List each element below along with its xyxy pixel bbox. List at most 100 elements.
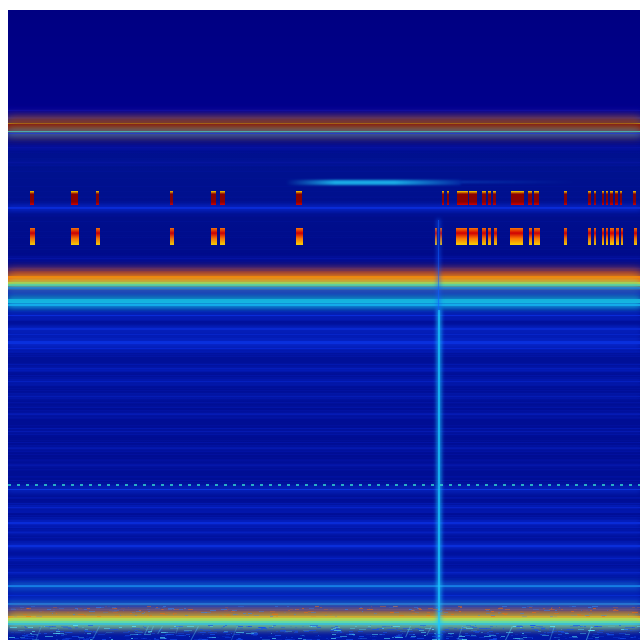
bottom-band-speck: [243, 612, 246, 614]
cyan-streak-head: [286, 180, 461, 185]
texture-speck: [184, 630, 193, 632]
texture-speck: [123, 632, 129, 634]
texture-speck: [166, 633, 174, 635]
bottom-band-speck: [561, 609, 564, 610]
texture-speck: [493, 636, 497, 638]
texture-speck: [520, 634, 527, 636]
texture-speck: [445, 638, 449, 640]
block-row-top-cell: [602, 191, 604, 205]
block-row-top-cell: [296, 191, 302, 205]
bottom-band-speck: [111, 606, 117, 608]
bottom-band-speck: [228, 614, 231, 616]
texture-speck: [596, 626, 598, 628]
texture-speck: [583, 626, 586, 628]
striation-line: [8, 355, 640, 357]
texture-speck: [10, 631, 15, 633]
striation-line: [8, 450, 640, 452]
texture-speck: [422, 625, 424, 627]
bottom-band-speck: [86, 608, 90, 609]
texture-speck: [561, 632, 568, 633]
bottom-band-speck: [163, 607, 167, 609]
band-blue-line-p: [8, 465, 640, 466]
striation-line-upper: [8, 221, 640, 223]
texture-speck: [624, 633, 630, 635]
bottom-band-speck: [632, 611, 638, 613]
striation-line: [8, 351, 640, 353]
bottom-band-speck: [146, 606, 152, 608]
texture-speck: [183, 631, 190, 633]
bottom-band-speck: [294, 613, 297, 615]
texture-speck: [580, 625, 583, 627]
texture-speck: [541, 633, 546, 635]
band-cyan-band-major: [8, 299, 640, 303]
striation-line-upper: [8, 196, 640, 198]
texture-speck: [87, 633, 92, 635]
bottom-band-speck: [418, 614, 424, 616]
heatmap-plot-area[interactable]: [8, 10, 640, 640]
block-row-top-cell: [493, 191, 496, 205]
block-row-top-cell: [528, 191, 532, 205]
texture-speck: [431, 629, 435, 631]
texture-speck: [317, 634, 319, 636]
block-row-bottom-cell: [170, 228, 174, 245]
bottom-band-speck: [286, 606, 290, 608]
bottom-band-speck: [230, 610, 235, 612]
bottom-band-speck: [590, 609, 593, 611]
striation-line: [8, 556, 640, 558]
texture-speck: [383, 631, 387, 633]
texture-speck: [348, 633, 354, 635]
texture-speck: [335, 633, 341, 635]
texture-speck: [71, 636, 80, 638]
texture-speck: [199, 638, 203, 640]
block-row-bottom-cell: [564, 228, 567, 245]
texture-speck: [396, 627, 399, 629]
texture-speck: [221, 636, 230, 638]
striation-line: [8, 363, 640, 365]
band-blue-line-u: [8, 558, 640, 559]
texture-speck: [401, 633, 403, 635]
texture-speck: [435, 636, 440, 638]
bottom-band-speck: [416, 608, 420, 610]
striation-line: [8, 327, 640, 329]
bottom-band-speck: [167, 609, 173, 611]
texture-speck: [240, 628, 243, 629]
texture-speck: [255, 629, 264, 630]
texture-speck: [391, 637, 395, 639]
bottom-band-speck: [577, 614, 580, 616]
striation-line-upper: [8, 186, 640, 188]
bottom-band-speck: [489, 609, 492, 611]
texture-speck: [458, 638, 464, 640]
striation-line: [8, 510, 640, 512]
texture-speck: [221, 627, 224, 629]
texture-speck: [275, 630, 278, 632]
texture-speck: [470, 634, 473, 635]
texture-speck: [594, 625, 602, 627]
striation-line: [8, 546, 640, 548]
striation-line: [8, 363, 640, 365]
texture-speck: [98, 634, 106, 636]
texture-speck: [201, 633, 204, 635]
block-row-top-cell: [610, 191, 613, 205]
texture-speck: [455, 638, 459, 640]
bottom-band-speck: [36, 616, 43, 617]
texture-speck: [93, 630, 96, 632]
texture-speck: [335, 625, 338, 627]
striation-line: [8, 317, 640, 319]
bottom-band-speck: [105, 606, 108, 608]
striation-line-upper: [8, 245, 640, 247]
texture-speck: [81, 627, 85, 629]
texture-speck: [563, 629, 569, 630]
texture-speck: [8, 637, 16, 639]
texture-speck: [55, 630, 60, 632]
texture-speck: [331, 631, 339, 633]
texture-speck: [61, 626, 68, 628]
striation-line: [8, 325, 640, 327]
texture-speck: [235, 625, 239, 627]
bottom-band-speck: [543, 609, 550, 611]
texture-speck: [24, 636, 32, 638]
striation-line-upper: [8, 171, 640, 173]
texture-speck: [635, 630, 640, 631]
bottom-band-speck: [330, 613, 333, 615]
texture-speck: [420, 625, 427, 627]
texture-speck: [407, 631, 413, 633]
